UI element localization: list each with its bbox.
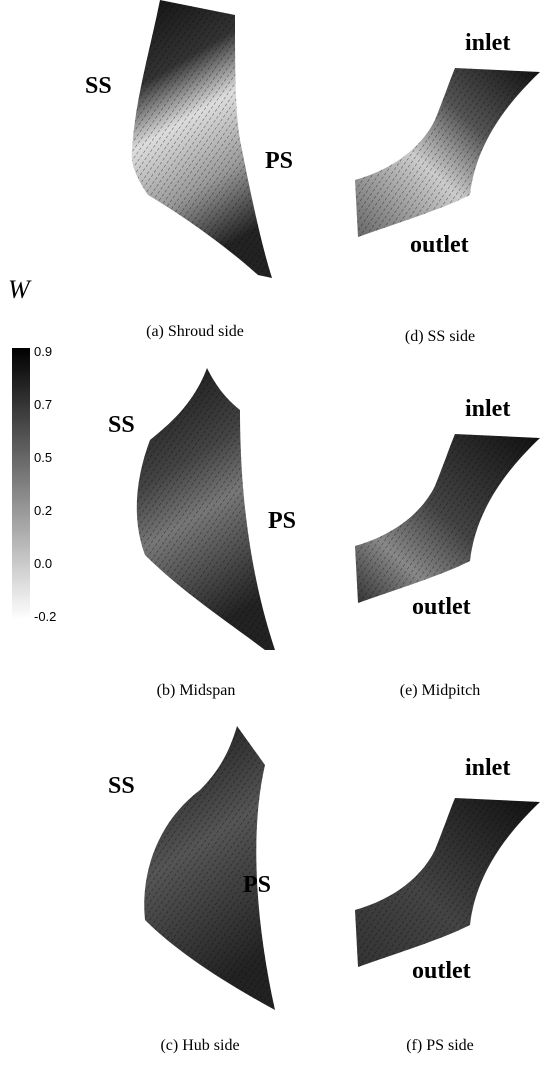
- label: outlet: [410, 232, 469, 258]
- colorbar-tick-label: 0.5: [34, 450, 52, 465]
- blade-midspan: [137, 368, 275, 650]
- caption: (c) Hub side: [160, 1037, 239, 1054]
- label: outlet: [412, 594, 471, 620]
- caption: (d) SS side: [405, 328, 475, 345]
- colorbar-tick-label: -0.2: [34, 609, 56, 624]
- colorbar-tick-label: 0.2: [34, 503, 52, 518]
- label: SS: [85, 73, 112, 99]
- label: PS: [268, 508, 296, 534]
- passage-ss: [355, 68, 540, 237]
- label: PS: [243, 872, 271, 898]
- colorbar: [12, 348, 30, 620]
- caption: (e) Midpitch: [400, 682, 480, 699]
- colorbar-tick-label: 0.9: [34, 344, 52, 359]
- caption: (a) Shroud side: [146, 323, 244, 340]
- colorbar-ticks: 0.9 0.7 0.5 0.2 0.0 -0.2: [34, 344, 56, 624]
- caption: (f) PS side: [406, 1037, 474, 1054]
- caption: (b) Midspan: [157, 682, 236, 699]
- label: inlet: [465, 30, 510, 56]
- blade-hub: [144, 726, 275, 1010]
- passage-midpitch: [355, 434, 540, 603]
- colorbar-tick-label: 0.7: [34, 397, 52, 412]
- blade-shroud: [132, 0, 272, 278]
- label: outlet: [412, 958, 471, 984]
- label: inlet: [465, 396, 510, 422]
- label: PS: [265, 148, 293, 174]
- colorbar-tick-label: 0.0: [34, 556, 52, 571]
- label: SS: [108, 773, 135, 799]
- colorbar-label: W: [8, 275, 32, 304]
- figure: SS PS SS PS SS PS inlet outlet inlet out…: [0, 0, 552, 1086]
- label: SS: [108, 412, 135, 438]
- passage-ps: [355, 798, 540, 967]
- label: inlet: [465, 755, 510, 781]
